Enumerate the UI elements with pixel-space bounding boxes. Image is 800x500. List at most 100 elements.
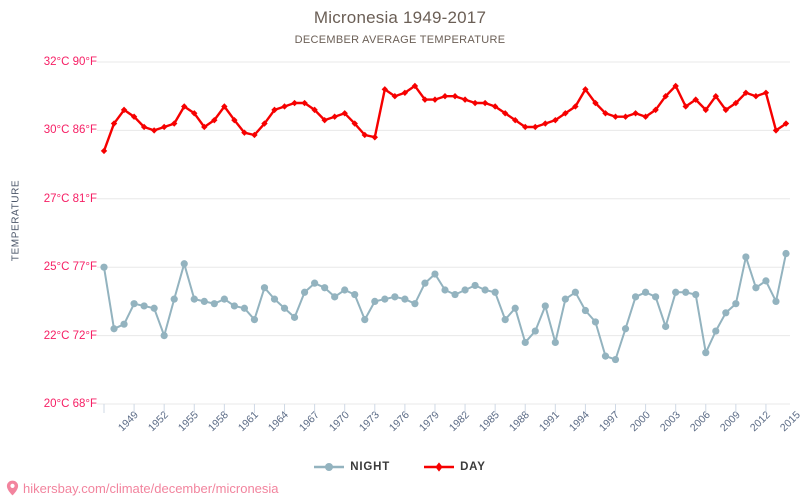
data-point-day: [150, 127, 158, 134]
day-series-marker-icon: [424, 462, 455, 472]
data-point-day: [622, 113, 629, 120]
data-point-night: [722, 309, 730, 317]
data-point-night: [672, 288, 680, 296]
y-tick-label: 32°C 90°F: [43, 56, 97, 68]
legend-label-night: NIGHT: [350, 461, 391, 473]
data-point-day: [231, 116, 238, 124]
data-point-night: [531, 327, 539, 335]
y-axis-ticks: 32°C 90°F 30°C 86°F 27°C 81°F 25°C 77°F 22°C…: [0, 0, 97, 500]
data-point-day: [140, 123, 148, 131]
source-link[interactable]: hikersbay.com/climate/december/micronesi…: [6, 480, 279, 496]
data-point-night: [250, 316, 259, 324]
data-point-day: [251, 131, 258, 139]
data-point-night: [401, 295, 409, 303]
data-point-night: [361, 316, 369, 324]
data-point-night: [381, 295, 389, 303]
data-point-night: [451, 290, 459, 299]
data-point-night: [712, 327, 720, 335]
data-point-night: [551, 338, 559, 347]
data-point-day: [311, 106, 318, 114]
data-point-night: [210, 300, 218, 308]
data-point-night: [692, 290, 700, 299]
data-point-day: [261, 120, 268, 127]
data-point-day: [441, 93, 449, 100]
y-tick-label: 27°C 81°F: [43, 192, 97, 205]
data-point-night: [431, 270, 439, 278]
data-point-day: [191, 110, 198, 117]
data-point-night: [140, 302, 148, 310]
data-point-day: [371, 134, 378, 141]
data-point-night: [200, 297, 208, 305]
data-point-day: [301, 99, 308, 107]
data-point-day: [391, 93, 399, 100]
legend-item-night[interactable]: NIGHT: [314, 461, 390, 473]
data-point-day: [421, 96, 429, 103]
data-point-day: [642, 113, 649, 120]
data-point-day: [752, 93, 760, 100]
data-point-day: [160, 123, 168, 131]
data-point-day: [181, 103, 188, 110]
data-point-day: [732, 99, 740, 107]
legend-item-day[interactable]: DAY: [424, 461, 486, 473]
data-point-night: [541, 302, 549, 310]
data-point-night: [461, 286, 469, 294]
data-point-night: [752, 284, 760, 292]
data-point-day: [592, 99, 599, 107]
data-point-day: [572, 103, 579, 110]
data-point-night: [270, 295, 279, 303]
data-point-night: [772, 297, 780, 305]
data-point-day: [552, 116, 559, 124]
data-point-night: [682, 288, 690, 296]
location-pin-icon: [6, 480, 19, 496]
data-point-day: [762, 89, 770, 96]
night-series-marker-icon: [314, 463, 345, 471]
data-point-night: [591, 318, 600, 326]
data-point-night: [150, 304, 158, 312]
data-point-night: [601, 352, 610, 360]
data-point-day: [431, 96, 439, 103]
data-point-night: [662, 322, 670, 331]
y-tick-label: 20°C 68°F: [43, 398, 97, 410]
data-point-day: [351, 120, 358, 127]
data-point-day: [211, 116, 218, 124]
data-point-day: [632, 110, 639, 117]
y-tick-label: 22°C 72°F: [43, 329, 97, 342]
data-point-night: [652, 293, 660, 301]
data-point-night: [782, 249, 790, 258]
data-point-night: [702, 349, 710, 357]
data-point-night: [341, 286, 349, 294]
data-point-day: [532, 123, 539, 131]
data-point-day: [271, 106, 278, 114]
data-point-day: [361, 131, 368, 139]
chart-legend: NIGHT DAY: [0, 461, 800, 473]
data-point-night: [621, 325, 630, 333]
data-point-night: [411, 300, 419, 308]
data-point-day: [120, 106, 128, 114]
data-point-day: [401, 89, 409, 96]
data-point-day: [110, 120, 118, 127]
data-point-day: [522, 123, 529, 131]
data-point-night: [240, 304, 249, 312]
data-point-day: [672, 82, 679, 90]
data-point-day: [331, 113, 338, 120]
data-point-day: [241, 129, 248, 136]
data-point-day: [281, 103, 288, 110]
data-point-night: [631, 293, 640, 301]
data-point-night: [762, 277, 770, 285]
data-point-night: [391, 293, 399, 301]
data-point-day: [501, 110, 509, 117]
data-point-night: [421, 279, 429, 287]
data-point-day: [562, 110, 569, 117]
data-point-day: [772, 127, 780, 134]
source-link-text: hikersbay.com/climate/december/micronesi…: [23, 480, 279, 496]
data-point-day: [682, 103, 689, 110]
data-point-night: [230, 302, 238, 310]
y-tick-label: 30°C 86°F: [43, 124, 97, 137]
data-point-night: [300, 288, 309, 296]
data-point-day: [652, 106, 659, 114]
legend-label-day: DAY: [460, 461, 486, 473]
data-point-night: [732, 300, 740, 308]
data-point-night: [571, 288, 579, 296]
data-point-day: [461, 96, 469, 103]
data-point-night: [100, 263, 108, 271]
